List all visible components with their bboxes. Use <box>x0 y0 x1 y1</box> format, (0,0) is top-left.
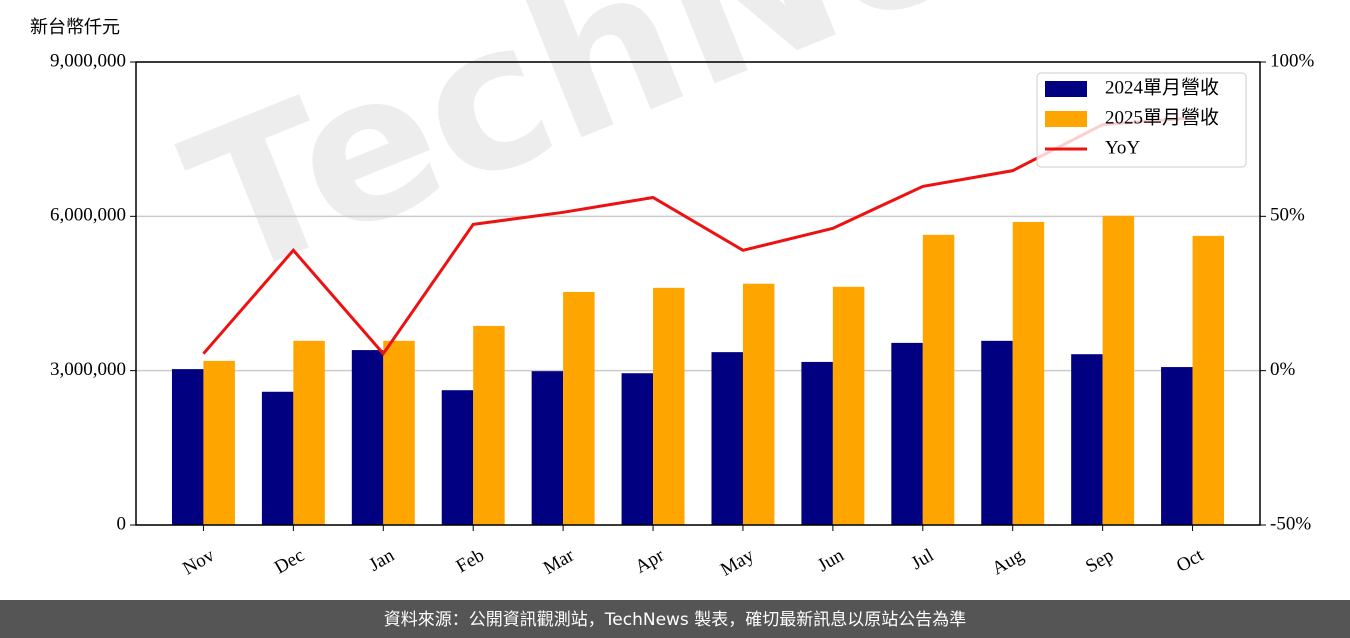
bar <box>293 340 325 525</box>
x-tick-label: Jul <box>908 545 938 574</box>
legend-label: 2024單月營收 <box>1105 76 1219 98</box>
bar <box>922 234 955 525</box>
legend-box <box>1036 72 1247 168</box>
bar <box>1012 221 1045 525</box>
x-tick-label: Jan <box>366 545 399 576</box>
y2-tick-label: 100% <box>1270 50 1315 71</box>
x-tick-label: Dec <box>271 545 308 578</box>
bar <box>351 350 384 525</box>
x-tick-label: Aug <box>989 545 1028 580</box>
x-tick-label: Mar <box>540 545 578 579</box>
bar <box>981 340 1013 525</box>
x-tick-label: Sep <box>1082 545 1117 577</box>
bar <box>653 287 685 525</box>
bar <box>742 283 775 525</box>
legend-label: YoY <box>1105 137 1140 158</box>
footer-band <box>0 600 1350 638</box>
bar <box>1192 235 1225 526</box>
y-tick-label: 0 <box>117 513 127 534</box>
legend-label: 2025單月營收 <box>1105 106 1219 128</box>
y-tick-label: 9,000,000 <box>50 50 126 71</box>
bar <box>203 360 235 525</box>
bar <box>711 352 743 525</box>
bar <box>1071 354 1103 525</box>
bar <box>1161 367 1193 525</box>
bar <box>261 391 294 525</box>
y-tick-label: 3,000,000 <box>50 359 126 380</box>
y2-tick-label: 50% <box>1270 205 1305 226</box>
bar <box>1102 215 1135 525</box>
y-tick-label: 6,000,000 <box>50 205 126 226</box>
yoy-line <box>202 116 1193 357</box>
plot-frame <box>135 61 1261 526</box>
legend-swatch <box>1045 111 1087 127</box>
bar <box>891 342 923 525</box>
bar <box>383 340 415 525</box>
x-tick-label: May <box>717 545 758 581</box>
bar <box>801 361 833 525</box>
x-tick-label: Nov <box>179 545 218 580</box>
y2-tick-label: 0% <box>1270 359 1296 380</box>
bar <box>473 325 505 525</box>
x-tick-label: Oct <box>1173 545 1208 577</box>
y-axis-unit: 新台幣仟元 <box>30 17 120 38</box>
x-tick-label: Feb <box>453 545 488 577</box>
footer-text: 資料來源：公開資訊觀測站，TechNews 製表，確切最新訊息以原站公告為準 <box>384 610 966 630</box>
bar <box>171 369 204 525</box>
legend-swatch <box>1045 81 1087 97</box>
bar <box>531 371 564 525</box>
bar <box>832 286 865 525</box>
bar <box>441 390 474 525</box>
bar <box>621 373 654 525</box>
x-tick-label: Jun <box>814 545 848 577</box>
bar <box>563 291 595 525</box>
x-tick-label: Apr <box>632 545 669 578</box>
y2-tick-label: -50% <box>1270 513 1311 534</box>
